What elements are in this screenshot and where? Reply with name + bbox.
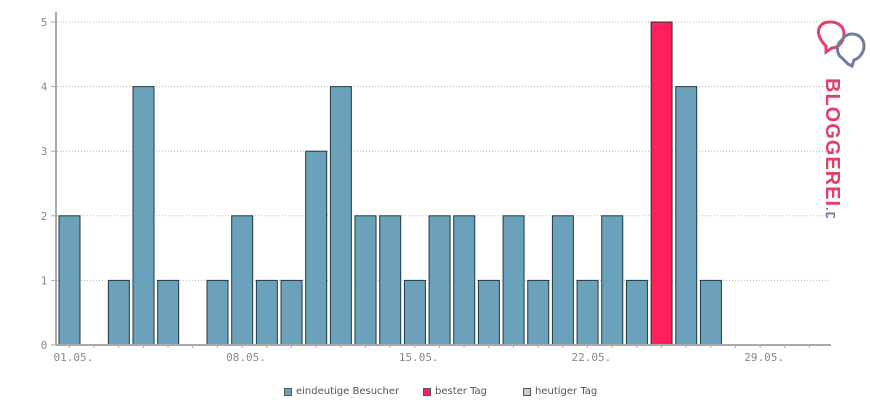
bar bbox=[206, 279, 229, 346]
legend-label-visitors: eindeutige Besucher bbox=[296, 386, 400, 397]
bar bbox=[477, 279, 500, 346]
bar bbox=[107, 279, 130, 346]
y-tick-label: 4 bbox=[41, 81, 48, 94]
bar bbox=[231, 215, 254, 346]
x-tick-label: 29.05. bbox=[744, 351, 784, 364]
bar bbox=[551, 215, 574, 346]
y-tick-label: 5 bbox=[41, 16, 48, 29]
bar bbox=[428, 215, 451, 346]
bar bbox=[255, 279, 278, 346]
legend-label-best-day: bester Tag bbox=[435, 386, 488, 397]
x-tick-label: 22.05. bbox=[572, 351, 612, 364]
y-tick-label: 3 bbox=[41, 145, 48, 158]
x-tick-label: 01.05. bbox=[53, 351, 93, 364]
bloggerei-logo: BLOGGEREI.DE bbox=[812, 18, 870, 232]
bar bbox=[625, 279, 648, 346]
bar bbox=[329, 86, 352, 346]
bar bbox=[132, 86, 155, 346]
bar-chart: 0 1 2 3 4 5 01.05. 08.05. 15.05. 22.05. 29.05. bbox=[41, 12, 831, 364]
bar bbox=[354, 215, 377, 346]
y-tick-label: 2 bbox=[41, 210, 48, 223]
bar bbox=[601, 215, 624, 346]
y-tick-label: 1 bbox=[41, 274, 48, 287]
logo-suffix: .DE bbox=[823, 207, 838, 218]
bar bbox=[650, 21, 673, 346]
bar bbox=[305, 150, 328, 346]
y-tick-label: 0 bbox=[41, 339, 48, 352]
bloggerei-logo-icon: BLOGGEREI.DE bbox=[816, 20, 866, 232]
bar bbox=[576, 279, 599, 346]
bar bbox=[502, 215, 525, 346]
bar bbox=[675, 86, 698, 346]
legend-item-best-day: bester Tag bbox=[423, 386, 487, 397]
legend-item-visitors: eindeutige Besucher bbox=[284, 386, 399, 397]
legend-item-today: heutiger Tag bbox=[523, 386, 597, 397]
legend-swatch-visitors bbox=[284, 387, 292, 396]
logo-text: BLOGGEREI.DE bbox=[821, 78, 843, 218]
bar bbox=[403, 279, 426, 346]
bar bbox=[280, 279, 303, 346]
bar bbox=[379, 215, 402, 346]
x-tick-label: 15.05. bbox=[399, 351, 439, 364]
bar bbox=[699, 279, 722, 346]
bar bbox=[58, 215, 81, 346]
legend-swatch-best-day bbox=[423, 387, 431, 396]
legend-swatch-today bbox=[523, 387, 531, 396]
legend: eindeutige Besucher bester Tag heutiger … bbox=[0, 386, 870, 400]
x-tick-label: 08.05. bbox=[226, 351, 266, 364]
legend-label-today: heutiger Tag bbox=[535, 386, 598, 397]
bar bbox=[453, 215, 476, 346]
bar bbox=[157, 279, 180, 346]
bar bbox=[527, 279, 550, 346]
